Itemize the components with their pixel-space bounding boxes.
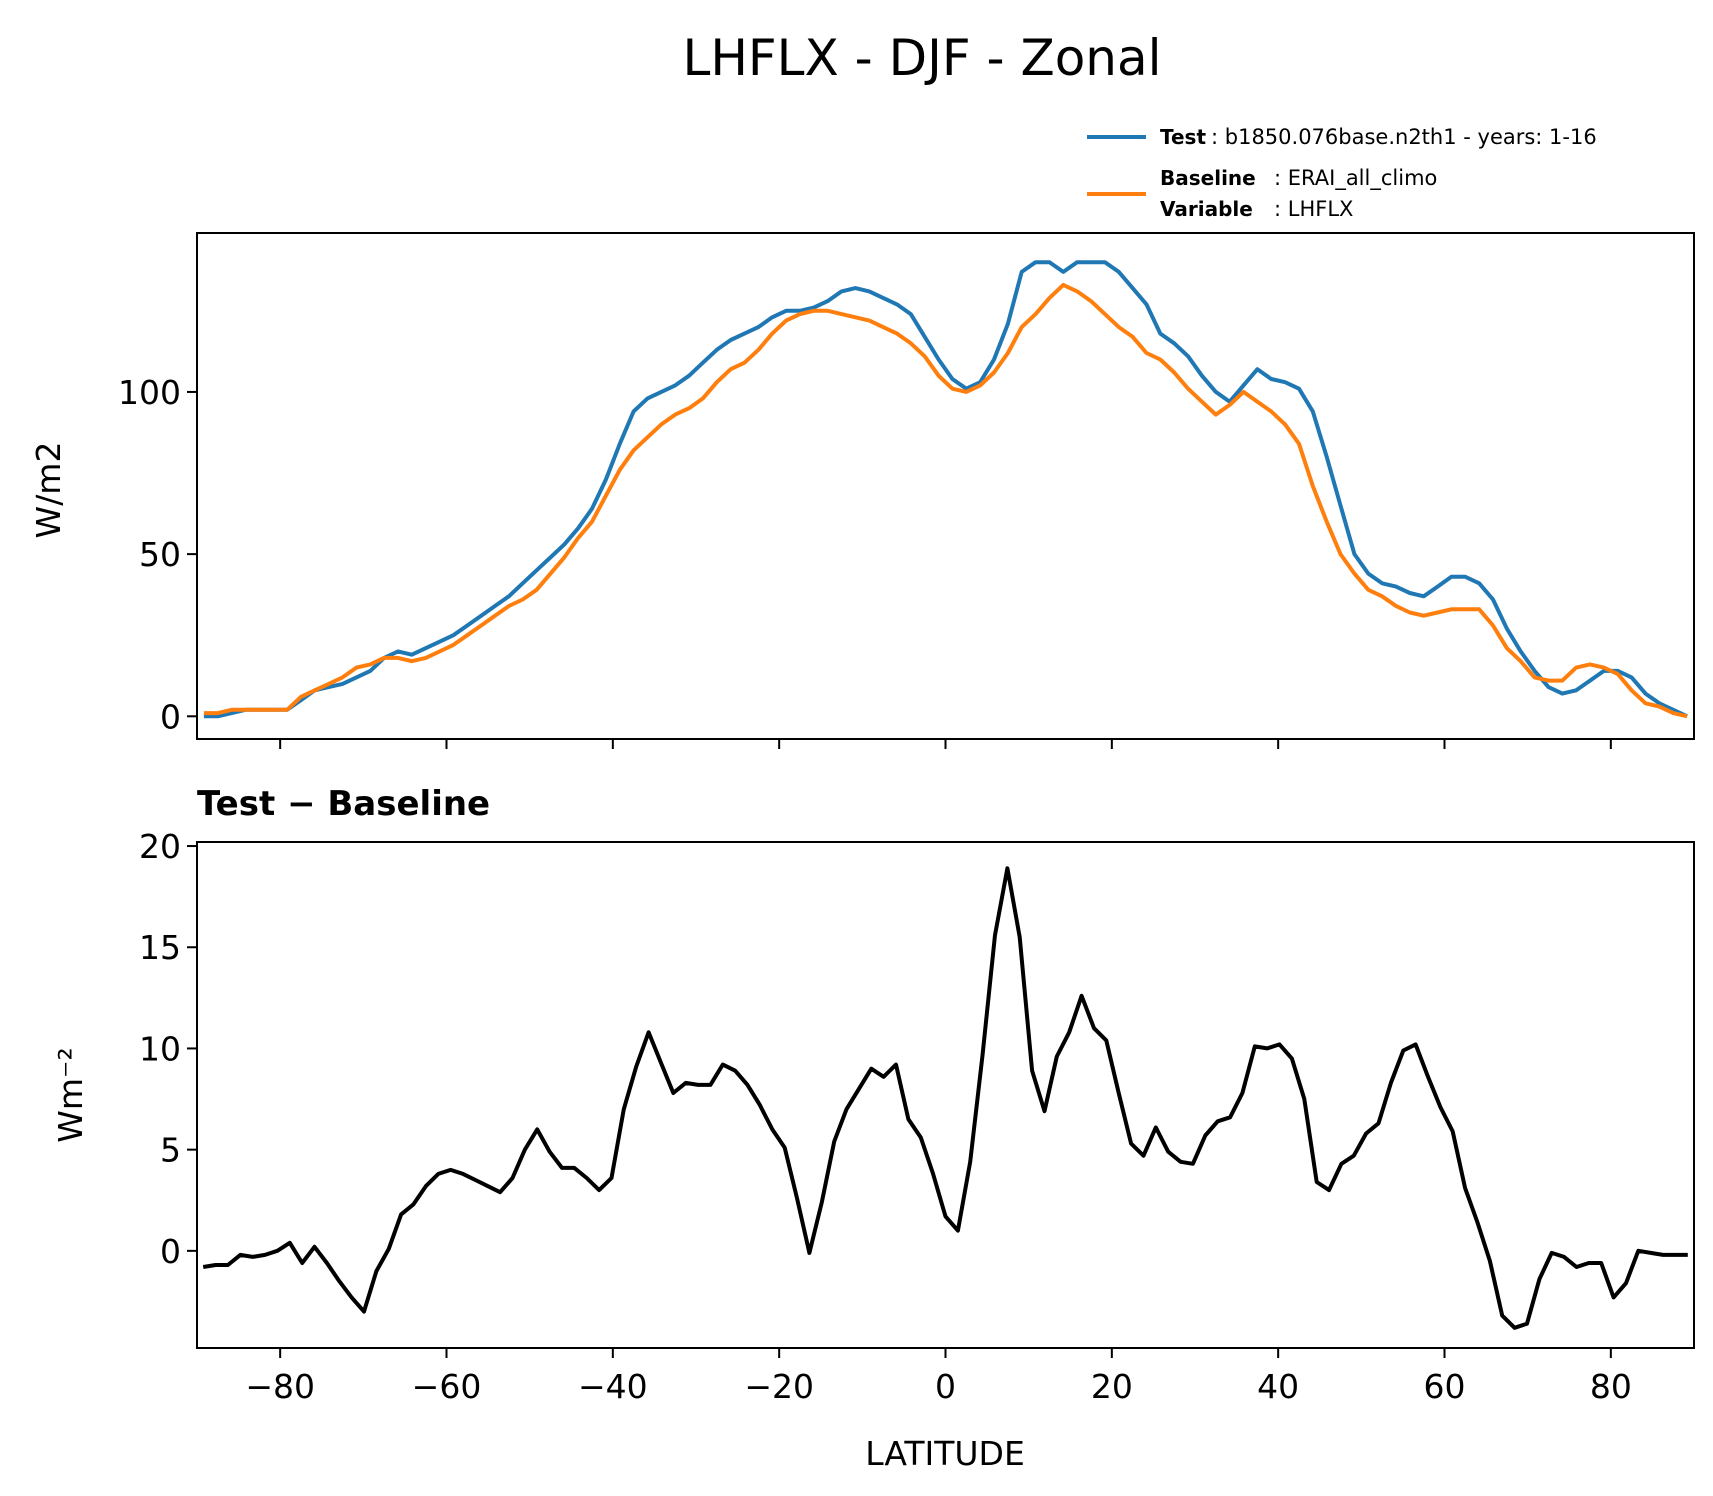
panel-top-lines: W/m2 0 50 100 [29, 232, 1695, 749]
x-axis-label: LATITUDE [865, 1434, 1025, 1473]
legend-text-variable: : LHFLX [1274, 197, 1353, 221]
series-line-baseline [203, 282, 1688, 719]
panel-bottom-frame [196, 841, 1695, 1349]
xtick-label: −80 [245, 1367, 315, 1406]
panel-bottom-difference: Test − Baseline Wm⁻² 0 5 10 15 20 −80 −60 −40 −… [51, 784, 1695, 1406]
xtick-label: 80 [1590, 1367, 1632, 1406]
series-line-test [203, 260, 1688, 719]
xtick-label: 20 [1091, 1367, 1133, 1406]
legend-text-baseline: : ERAI_all_climo [1274, 166, 1437, 191]
panel-bottom-title: Test − Baseline [197, 784, 490, 824]
ytick-label: 100 [118, 373, 181, 412]
xtick-label: 60 [1424, 1367, 1466, 1406]
chart-legend: Test : b1850.076base.n2th1 - years: 1-16… [1087, 125, 1597, 221]
ytick-label: 10 [139, 1029, 181, 1068]
xtick-label: −20 [744, 1367, 814, 1406]
legend-key-baseline: Baseline [1160, 166, 1256, 190]
ytick-label: 20 [139, 827, 181, 866]
chart-title: LHFLX - DJF - Zonal [682, 29, 1161, 87]
xtick-label: −40 [578, 1367, 648, 1406]
ytick-label: 0 [160, 697, 181, 736]
xtick-label: −60 [412, 1367, 482, 1406]
ytick-label: 5 [160, 1131, 181, 1170]
panel-top-ylabel: W/m2 [29, 442, 68, 539]
legend-text-test: : b1850.076base.n2th1 - years: 1-16 [1211, 125, 1597, 149]
series-line-test-baseline [202, 866, 1688, 1330]
legend-key-test: Test [1160, 125, 1206, 149]
xtick-label: 0 [935, 1367, 956, 1406]
ytick-label: 50 [139, 535, 181, 574]
panel-bottom-ylabel: Wm⁻² [51, 1047, 90, 1142]
panel-top-frame [196, 232, 1695, 740]
legend-key-variable: Variable [1160, 197, 1253, 221]
xtick-label: 40 [1257, 1367, 1299, 1406]
ytick-label: 0 [160, 1232, 181, 1271]
ytick-label: 15 [139, 928, 181, 967]
